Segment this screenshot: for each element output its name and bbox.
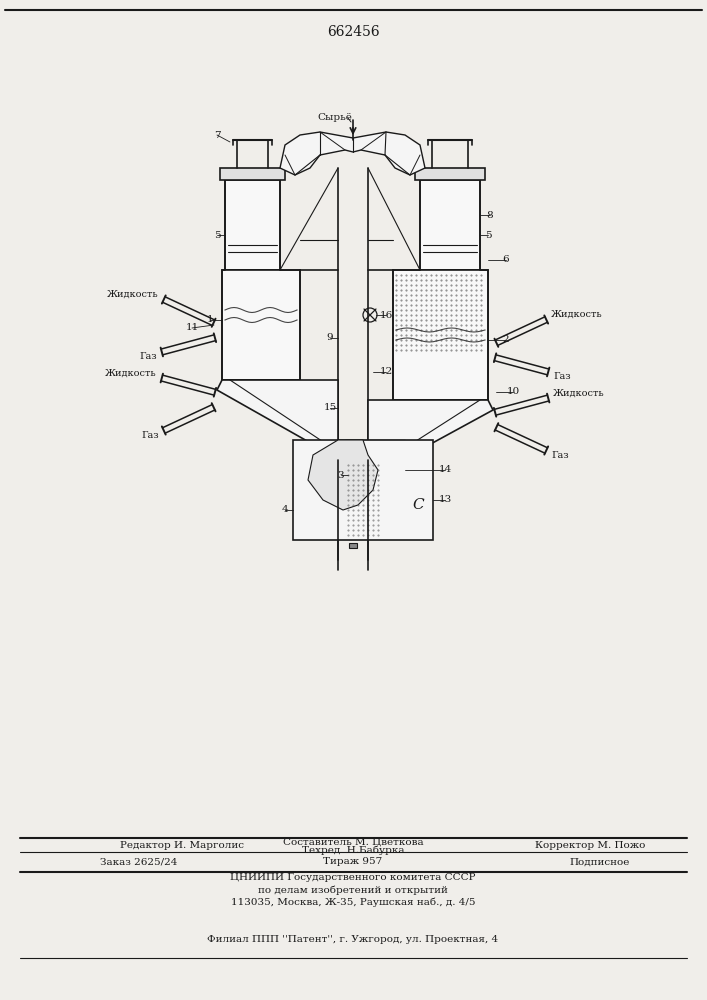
Text: Сырьё: Сырьё [317,113,352,122]
Text: Газ: Газ [141,431,159,440]
Polygon shape [280,132,425,175]
Text: Редактор И. Марголис: Редактор И. Марголис [120,840,244,850]
Bar [393,270,488,400]
Bar [222,270,300,380]
Text: 14: 14 [438,466,452,475]
Text: 11: 11 [185,324,199,332]
Text: 3: 3 [338,471,344,480]
Text: Составитель М. Цветкова: Составитель М. Цветкова [283,838,423,846]
Bar [220,168,285,180]
Text: 15: 15 [323,403,337,412]
Text: 12: 12 [380,367,392,376]
Text: Жидкость: Жидкость [105,369,157,378]
Text: Газ: Газ [551,451,569,460]
Text: Филиал ППП ''Патент'', г. Ужгород, ул. Проектная, 4: Филиал ППП ''Патент'', г. Ужгород, ул. П… [207,936,498,944]
Text: 2: 2 [503,336,509,344]
Text: Жидкость: Жидкость [551,310,603,319]
Polygon shape [368,400,493,480]
Text: Газ: Газ [553,372,571,381]
Bar [420,180,480,270]
Bar [225,180,280,270]
Bar [415,168,485,180]
Text: Газ: Газ [139,352,157,361]
Circle shape [353,450,383,480]
Text: 113035, Москва, Ж-35, Раушская наб., д. 4/5: 113035, Москва, Ж-35, Раушская наб., д. … [230,897,475,907]
Text: 662456: 662456 [327,25,380,39]
Text: 8: 8 [486,211,493,220]
Text: 1: 1 [206,316,214,324]
Text: Жидкость: Жидкость [553,389,604,398]
Text: Жидкость: Жидкость [107,290,159,299]
Text: 6: 6 [503,255,509,264]
Text: 10: 10 [506,387,520,396]
Text: Тираж 957: Тираж 957 [323,857,382,866]
Text: 5: 5 [214,231,221,239]
Bar [293,440,433,540]
Text: Подписное: Подписное [570,857,630,866]
Text: Корректор М. Пожо: Корректор М. Пожо [534,840,645,850]
Text: Техред  Н.Бабурка: Техред Н.Бабурка [302,845,404,855]
Text: 7: 7 [214,130,221,139]
Bar [345,440,405,490]
Bar [349,543,357,548]
Text: 13: 13 [438,495,452,504]
Polygon shape [217,380,338,460]
Text: 16: 16 [380,310,392,320]
Polygon shape [308,440,378,510]
Text: по делам изобретений и открытий: по делам изобретений и открытий [258,885,448,895]
Text: 9: 9 [327,334,333,342]
Text: Заказ 2625/24: Заказ 2625/24 [100,857,177,866]
Text: 5: 5 [485,231,491,239]
Text: C: C [412,498,423,512]
Text: 4: 4 [281,506,288,514]
Circle shape [378,462,398,482]
Text: ЦНИИПИ Государственного комитета СССР: ЦНИИПИ Государственного комитета СССР [230,874,476,882]
